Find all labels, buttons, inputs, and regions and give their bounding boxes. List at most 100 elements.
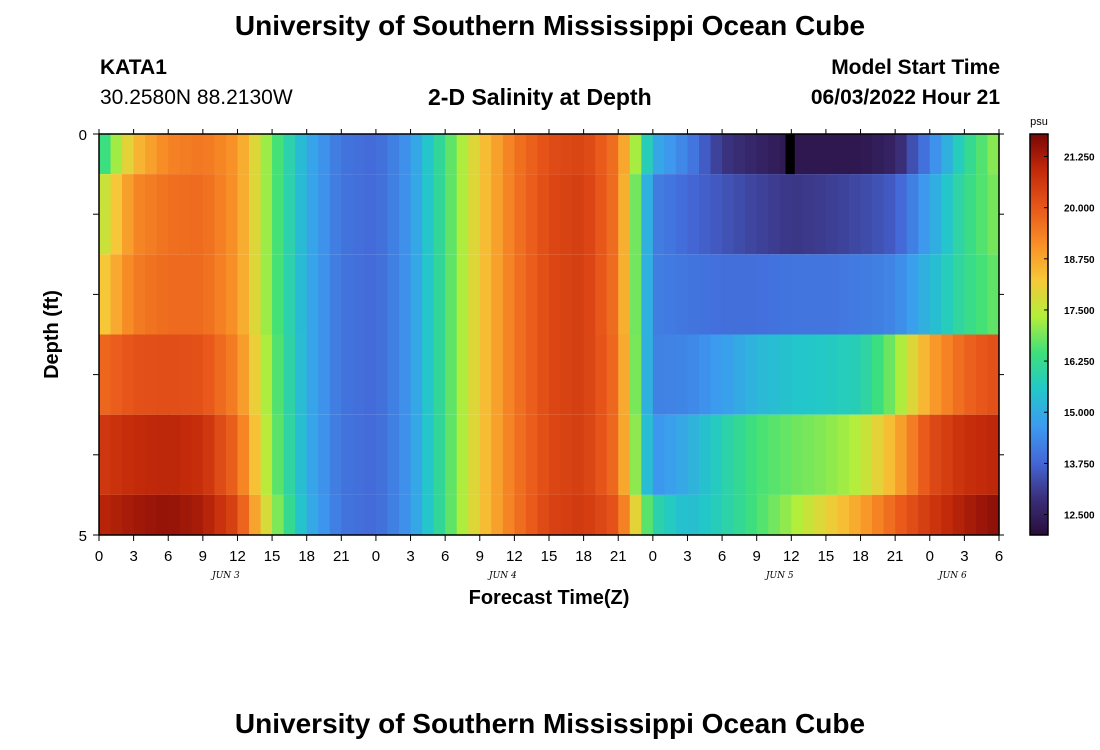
heatmap-cell xyxy=(445,334,458,415)
heatmap-cell xyxy=(306,414,319,495)
heatmap-cell xyxy=(849,174,862,255)
heatmap-cell xyxy=(502,174,515,255)
heatmap-cell xyxy=(387,174,400,255)
heatmap-cell xyxy=(941,254,954,335)
model-start-time: 06/03/2022 Hour 21 xyxy=(810,86,1000,109)
heatmap-cell xyxy=(802,134,815,175)
colorbar-unit: psu xyxy=(1030,116,1048,128)
heatmap-cell xyxy=(583,134,596,175)
x-tick-label: 15 xyxy=(818,548,835,565)
heatmap-cell xyxy=(468,414,481,495)
heatmap-cell xyxy=(606,174,619,255)
heatmap-cell xyxy=(618,414,631,495)
colorbar-tick-label: 20.000 xyxy=(1064,204,1095,215)
heatmap-cell xyxy=(502,254,515,335)
heatmap-cell xyxy=(341,334,354,415)
heatmap-cell xyxy=(537,174,550,255)
heatmap-cell xyxy=(906,414,919,495)
heatmap-cell xyxy=(168,134,181,175)
heatmap-cell xyxy=(549,414,562,495)
heatmap-cell xyxy=(745,134,758,175)
heatmap-cell xyxy=(629,174,642,255)
heatmap-cell xyxy=(295,174,308,255)
heatmap-cell xyxy=(664,414,677,495)
heatmap-cell xyxy=(375,414,389,495)
heatmap-cell xyxy=(918,134,931,175)
heatmap-cell xyxy=(133,414,146,495)
heatmap-cell xyxy=(318,334,331,415)
heatmap-cell xyxy=(791,414,804,495)
heatmap-cell xyxy=(145,494,158,535)
x-tick-label: 3 xyxy=(406,548,414,565)
heatmap-cell xyxy=(364,174,377,255)
heatmap-cell xyxy=(733,494,746,535)
heatmap-cell xyxy=(918,254,931,335)
heatmap-cell xyxy=(456,414,469,495)
heatmap-cell xyxy=(802,334,815,415)
heatmap-cell xyxy=(168,254,181,335)
heatmap-cell xyxy=(502,414,515,495)
heatmap-cell xyxy=(629,494,642,535)
x-tick-label: 18 xyxy=(852,548,869,565)
heatmap-cell xyxy=(814,334,827,415)
heatmap-cell xyxy=(883,174,896,255)
heatmap-cell xyxy=(110,414,123,495)
heatmap-cell xyxy=(941,134,954,175)
heatmap-cell xyxy=(433,414,446,495)
x-tick-label: 0 xyxy=(649,548,657,565)
heatmap-cell xyxy=(964,134,977,175)
heatmap-cell xyxy=(722,254,735,335)
heatmap-cell xyxy=(860,174,873,255)
heatmap-cell xyxy=(675,254,689,335)
heatmap-cell xyxy=(860,414,873,495)
heatmap-cell xyxy=(549,174,562,255)
heatmap-cell xyxy=(468,254,481,335)
heatmap-cell xyxy=(399,134,412,175)
heatmap-cell xyxy=(214,134,227,175)
heatmap-cell xyxy=(722,414,735,495)
heatmap-cell xyxy=(929,494,942,535)
heatmap-cell xyxy=(722,334,735,415)
heatmap-cell xyxy=(987,494,1000,535)
heatmap-cell xyxy=(468,494,481,535)
heatmap-cell xyxy=(399,494,412,535)
y-tick-label: 0 xyxy=(79,127,87,144)
heatmap-cell xyxy=(549,494,562,535)
heatmap-cell xyxy=(387,414,400,495)
x-tick-label: 6 xyxy=(995,548,1003,565)
heatmap-cell xyxy=(525,174,539,255)
heatmap-cell xyxy=(122,414,135,495)
heatmap-cell xyxy=(987,254,1000,335)
heatmap-cell xyxy=(952,134,965,175)
heatmap-cell xyxy=(825,494,839,535)
heatmap-cell xyxy=(906,494,919,535)
heatmap-cell xyxy=(664,254,677,335)
missing-data-column xyxy=(785,134,795,175)
x-tick-label: 6 xyxy=(441,548,449,565)
heatmap-cell xyxy=(306,494,319,535)
heatmap-cell xyxy=(918,414,931,495)
heatmap-cell xyxy=(272,174,285,255)
station-coordinates: 30.2580N 88.2130W xyxy=(100,86,293,109)
heatmap-cell xyxy=(814,134,827,175)
heatmap-cell xyxy=(975,254,989,335)
heatmap-cell xyxy=(733,334,746,415)
heatmap-cell xyxy=(699,254,712,335)
heatmap-cell xyxy=(641,254,654,335)
heatmap-cell xyxy=(964,254,977,335)
heatmap-cell xyxy=(306,174,319,255)
heatmap-cell xyxy=(249,414,262,495)
heatmap-cell xyxy=(618,254,631,335)
heatmap-cell xyxy=(941,494,954,535)
heatmap-cell xyxy=(352,414,365,495)
chart-subtitle: 2-D Salinity at Depth xyxy=(428,84,652,110)
heatmap-cell xyxy=(699,134,712,175)
heatmap-cell xyxy=(733,414,746,495)
heatmap-cell xyxy=(156,174,169,255)
heatmap-cell xyxy=(687,174,700,255)
heatmap-cell xyxy=(560,134,573,175)
heatmap-cell xyxy=(583,254,596,335)
heatmap-cell xyxy=(422,334,435,415)
heatmap-cell xyxy=(502,334,515,415)
heatmap-cell xyxy=(168,334,181,415)
